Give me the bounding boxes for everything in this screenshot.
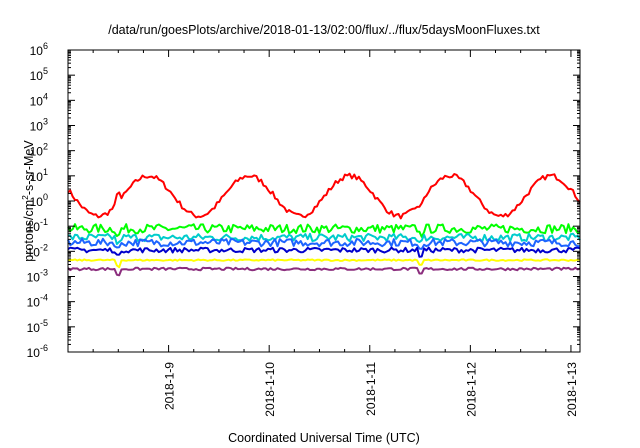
y-tick-label: 104	[30, 91, 48, 108]
series-line	[67, 266, 581, 277]
y-tick-label: 103	[30, 117, 48, 134]
x-axis-label: Coordinated Universal Time (UTC)	[228, 431, 420, 445]
y-tick-label: 106	[30, 41, 48, 58]
y-tick-label: 10-6	[27, 343, 48, 360]
chart-title: /data/run/goesPlots/archive/2018-01-13/0…	[108, 23, 540, 37]
x-tick-label: 2018-1-12	[464, 362, 478, 417]
x-tick-label: 2018-1-10	[263, 362, 277, 417]
y-tick-label: 10-4	[27, 293, 48, 310]
x-tick-label: 2018-1-9	[163, 362, 177, 410]
x-tick-label: 2018-1-11	[364, 362, 378, 416]
y-tick-label: 10-3	[27, 268, 48, 285]
y-tick-label: 100	[30, 192, 48, 209]
plot-frame	[67, 49, 581, 353]
y-axis-label: protons/cm2-s-sr-MeV	[20, 140, 36, 262]
x-tick-label: 2018-1-13	[565, 362, 579, 417]
series-line	[67, 223, 581, 238]
y-tick-label: 10-5	[27, 318, 48, 335]
series-line	[67, 172, 581, 220]
series-line	[67, 237, 581, 250]
y-tick-label: 10-1	[27, 217, 48, 234]
y-tick-label: 102	[30, 142, 48, 159]
y-tick-label: 101	[30, 167, 48, 184]
series-line	[67, 258, 581, 269]
series-line	[67, 246, 581, 258]
y-tick-label: 10-2	[27, 242, 48, 259]
y-tick-label: 105	[30, 66, 48, 83]
